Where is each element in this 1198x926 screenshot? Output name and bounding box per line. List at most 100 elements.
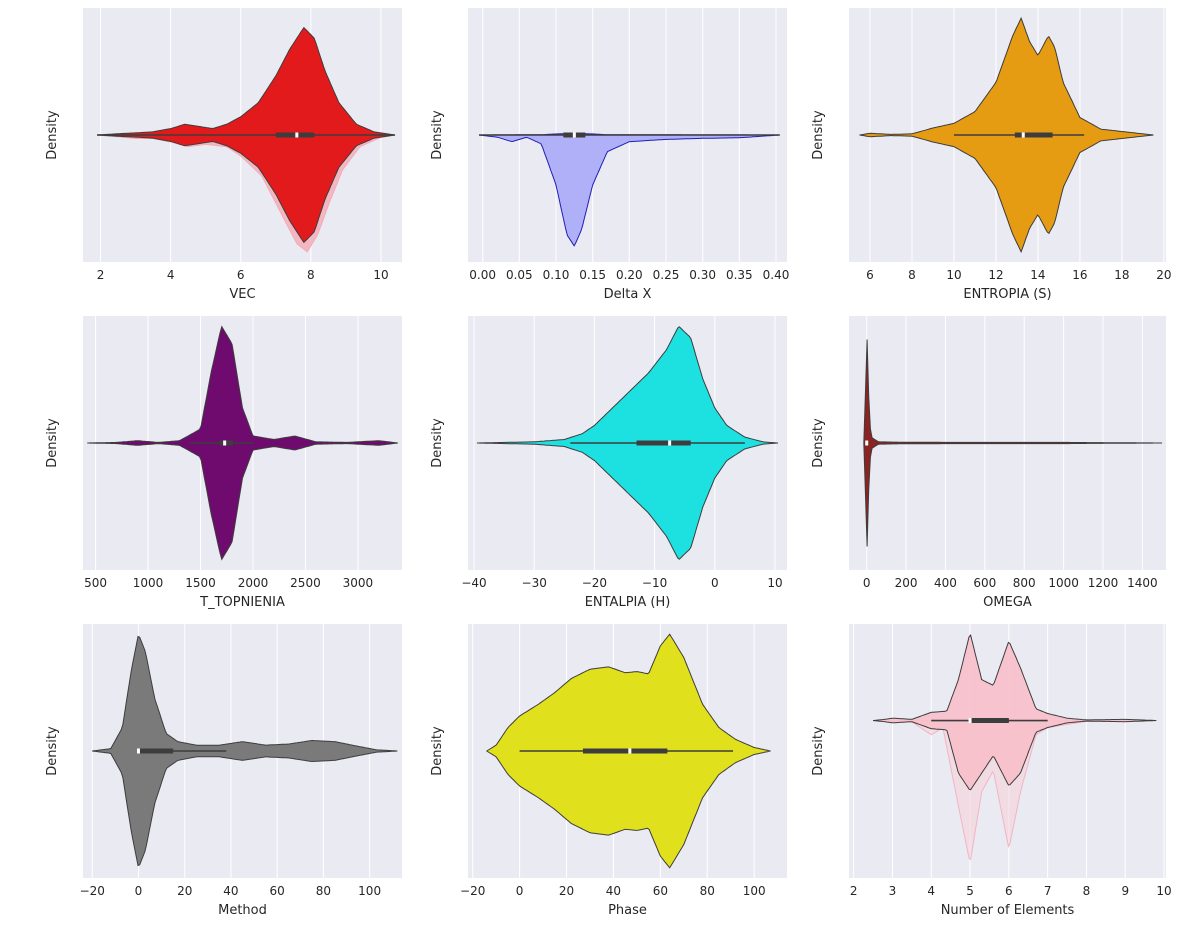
x-tick-label: 80	[316, 884, 331, 898]
x-tick-label: 1200	[1088, 576, 1119, 590]
x-tick-label: 20	[559, 884, 574, 898]
x-tick-label: −20	[582, 576, 607, 590]
violin-panel-1: 2 4 6 8 10 VEC Density	[45, 8, 402, 302]
x-tick-label: 1400	[1127, 576, 1158, 590]
x-tick-label: 10	[373, 268, 388, 282]
x-tick-label: 6	[237, 268, 245, 282]
median-marker	[572, 132, 576, 138]
y-axis-label: Density	[430, 726, 445, 776]
x-tick-label: 1000	[1048, 576, 1079, 590]
y-axis-label: Density	[430, 110, 445, 160]
violin-body	[873, 634, 1157, 791]
violin-panel-8: −20 0 20 40 60 80 100 Phase Density	[430, 624, 787, 918]
violin-panel-3: 6 8 10 12 14 16 18 20 ENTROPIA (S) Density	[811, 8, 1172, 302]
x-axis-label: Number of Elements	[941, 903, 1075, 918]
x-tick-label: −20	[460, 884, 485, 898]
x-tick-label: 6	[866, 268, 874, 282]
x-tick-label: 0.40	[763, 268, 790, 282]
x-axis-label: Phase	[608, 903, 647, 918]
x-axis-label: Method	[218, 903, 267, 918]
x-tick-label: 100	[358, 884, 381, 898]
median-marker	[968, 718, 972, 724]
median-marker	[1021, 132, 1025, 138]
x-tick-label: 20	[177, 884, 192, 898]
x-tick-label: 2500	[290, 576, 321, 590]
y-axis-label: Density	[430, 418, 445, 468]
median-marker	[865, 440, 869, 446]
median-marker	[136, 748, 140, 754]
x-tick-label: 9	[1121, 884, 1129, 898]
x-tick-label: 5	[966, 884, 974, 898]
x-tick-label: 2	[850, 884, 858, 898]
violin-panel-7: −20 0 20 40 60 80 100 Method Density	[45, 624, 402, 918]
y-axis-label: Density	[811, 110, 826, 160]
x-tick-label: 10	[1156, 884, 1171, 898]
x-tick-label: 0	[516, 884, 524, 898]
x-tick-label: 0.05	[506, 268, 533, 282]
x-tick-label: 10	[767, 576, 782, 590]
x-axis-label: T_TOPNIENIA	[199, 595, 285, 610]
median-marker	[628, 748, 632, 754]
x-tick-label: 2000	[238, 576, 269, 590]
median-marker	[668, 440, 672, 446]
x-tick-label: 20	[1156, 268, 1171, 282]
x-tick-label: 0.35	[726, 268, 753, 282]
x-tick-label: 18	[1114, 268, 1129, 282]
y-axis-label: Density	[811, 726, 826, 776]
y-axis-label: Density	[45, 110, 60, 160]
violin-lower-half	[478, 134, 780, 247]
x-tick-label: 0.20	[616, 268, 643, 282]
y-axis-label: Density	[811, 418, 826, 468]
x-tick-label: 0.25	[653, 268, 680, 282]
x-tick-label: 200	[895, 576, 918, 590]
x-tick-label: 8	[1083, 884, 1091, 898]
x-tick-label: 0	[135, 884, 143, 898]
x-tick-label: 4	[927, 884, 935, 898]
x-tick-label: −30	[522, 576, 547, 590]
x-tick-label: 400	[934, 576, 957, 590]
violin-body	[863, 339, 1163, 547]
x-tick-label: 8	[908, 268, 916, 282]
x-tick-label: 8	[307, 268, 315, 282]
median-marker	[295, 132, 299, 138]
x-tick-label: 0.10	[543, 268, 570, 282]
y-axis-label: Density	[45, 418, 60, 468]
x-tick-label: 16	[1072, 268, 1087, 282]
x-tick-label: 2	[97, 268, 105, 282]
x-tick-label: 0.30	[689, 268, 716, 282]
x-axis-label: ENTROPIA (S)	[963, 287, 1051, 302]
x-tick-label: 80	[700, 884, 715, 898]
median-marker	[223, 440, 227, 446]
x-tick-label: −10	[642, 576, 667, 590]
x-tick-label: 800	[1013, 576, 1036, 590]
violin-panel-2: 0.00 0.05 0.10 0.15 0.20 0.25 0.30 0.35 0.40 Delt…	[430, 8, 789, 302]
violin-panel-4: 500 1000 1500 2000 2500 3000 T_TOPNIENIA Densit…	[45, 316, 402, 610]
x-tick-label: 0.00	[469, 268, 496, 282]
violin-body	[92, 635, 398, 867]
violin-panel-9: 2 3 4 5 6 7 8 9 10 Number of Elements Density	[811, 624, 1172, 918]
x-tick-label: 100	[743, 884, 766, 898]
x-tick-label: 12	[988, 268, 1003, 282]
x-axis-label: VEC	[229, 287, 255, 302]
x-tick-label: −20	[80, 884, 105, 898]
x-axis-label: ENTALPIA (H)	[585, 595, 671, 610]
x-tick-label: 600	[973, 576, 996, 590]
x-tick-label: 14	[1030, 268, 1045, 282]
x-tick-label: 3000	[343, 576, 374, 590]
x-tick-label: 6	[1005, 884, 1013, 898]
x-tick-label: 7	[1044, 884, 1052, 898]
x-tick-label: 0	[711, 576, 719, 590]
x-tick-label: 4	[167, 268, 175, 282]
y-axis-label: Density	[45, 726, 60, 776]
x-tick-label: 500	[84, 576, 107, 590]
x-tick-label: −40	[461, 576, 486, 590]
x-tick-label: 40	[606, 884, 621, 898]
violin-panel-6: 0 200 400 600 800 1000 1200 1400 OMEGA Density	[811, 316, 1166, 610]
x-axis-label: Delta X	[604, 287, 652, 302]
x-axis-label: OMEGA	[983, 595, 1032, 610]
x-tick-label: 40	[223, 884, 238, 898]
x-tick-label: 60	[653, 884, 668, 898]
violin-panel-5: −40 −30 −20 −10 0 10 ENTALPIA (H) Density	[430, 316, 787, 610]
x-tick-label: 0.15	[579, 268, 606, 282]
